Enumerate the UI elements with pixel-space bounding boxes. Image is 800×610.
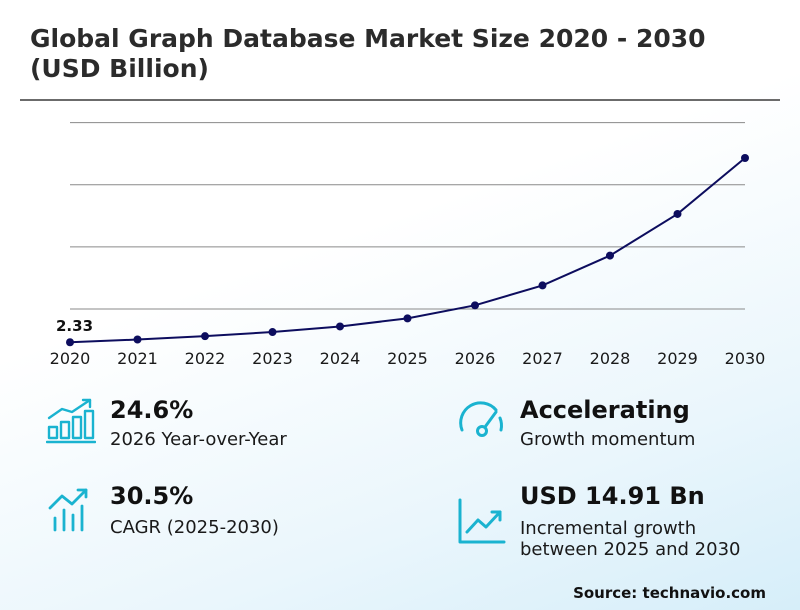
- bar-chart-growth-icon: [46, 398, 96, 444]
- x-tick-label-2021: 2021: [117, 349, 158, 368]
- stat-yoy: 24.6% 2026 Year-over-Year: [46, 396, 376, 456]
- data-point-2025: [403, 314, 412, 323]
- data-point-2023: [268, 328, 277, 337]
- stat-cagr-desc: CAGR (2025-2030): [110, 517, 279, 538]
- x-tick-label-2030: 2030: [725, 349, 766, 368]
- stat-yoy-desc: 2026 Year-over-Year: [110, 429, 287, 450]
- stat-momentum: Accelerating Growth momentum: [456, 396, 786, 456]
- x-tick-label-2023: 2023: [252, 349, 293, 368]
- stat-incremental: USD 14.91 Bn Incremental growth between …: [456, 482, 786, 562]
- data-point-2022: [201, 332, 209, 341]
- x-tick-label-2025: 2025: [387, 349, 428, 368]
- x-tick-label-2027: 2027: [522, 349, 563, 368]
- speedometer-icon: [459, 401, 503, 437]
- x-tick-label-2026: 2026: [455, 349, 496, 368]
- stat-incremental-desc-line-1: Incremental growth: [520, 518, 697, 539]
- x-tick-label-2022: 2022: [185, 349, 226, 368]
- source-credit: Source: technavio.com: [573, 584, 766, 602]
- stat-cagr: 30.5% CAGR (2025-2030): [46, 482, 376, 542]
- trend-bars-icon: [48, 488, 88, 532]
- x-tick-label-2029: 2029: [657, 349, 698, 368]
- line-chart: 2020 2021 2022 2023 2024 2025 2026 2027 2028 2029…: [50, 122, 766, 368]
- data-point-2028: [606, 251, 614, 260]
- stat-yoy-value: 24.6%: [110, 396, 194, 424]
- stat-momentum-value: Accelerating: [520, 396, 690, 424]
- data-point-2021: [133, 335, 142, 344]
- data-point-2024: [336, 322, 344, 331]
- title-line-2: (USD Billion): [30, 54, 209, 83]
- title-line-1: Global Graph Database Market Size 2020 -…: [30, 24, 706, 53]
- data-point-2020: [66, 338, 74, 347]
- chart-title: Global Graph Database Market Size 2020 -…: [30, 24, 790, 84]
- data-label-2020: 2.33: [56, 317, 93, 335]
- stat-momentum-desc: Growth momentum: [520, 429, 696, 450]
- data-point-2029: [673, 209, 682, 218]
- stat-incremental-desc-line-2: between 2025 and 2030: [520, 539, 741, 560]
- stat-incremental-value: USD 14.91 Bn: [520, 482, 705, 510]
- x-tick-label-2020: 2020: [50, 349, 91, 368]
- data-point-2030: [741, 154, 749, 162]
- data-point-2026: [471, 301, 479, 310]
- line-chart-icon: [458, 498, 506, 544]
- x-tick-label-2028: 2028: [590, 349, 631, 368]
- x-tick-label-2024: 2024: [320, 349, 361, 368]
- data-point-2027: [538, 281, 547, 290]
- stat-cagr-value: 30.5%: [110, 482, 194, 510]
- title-divider: [20, 99, 780, 101]
